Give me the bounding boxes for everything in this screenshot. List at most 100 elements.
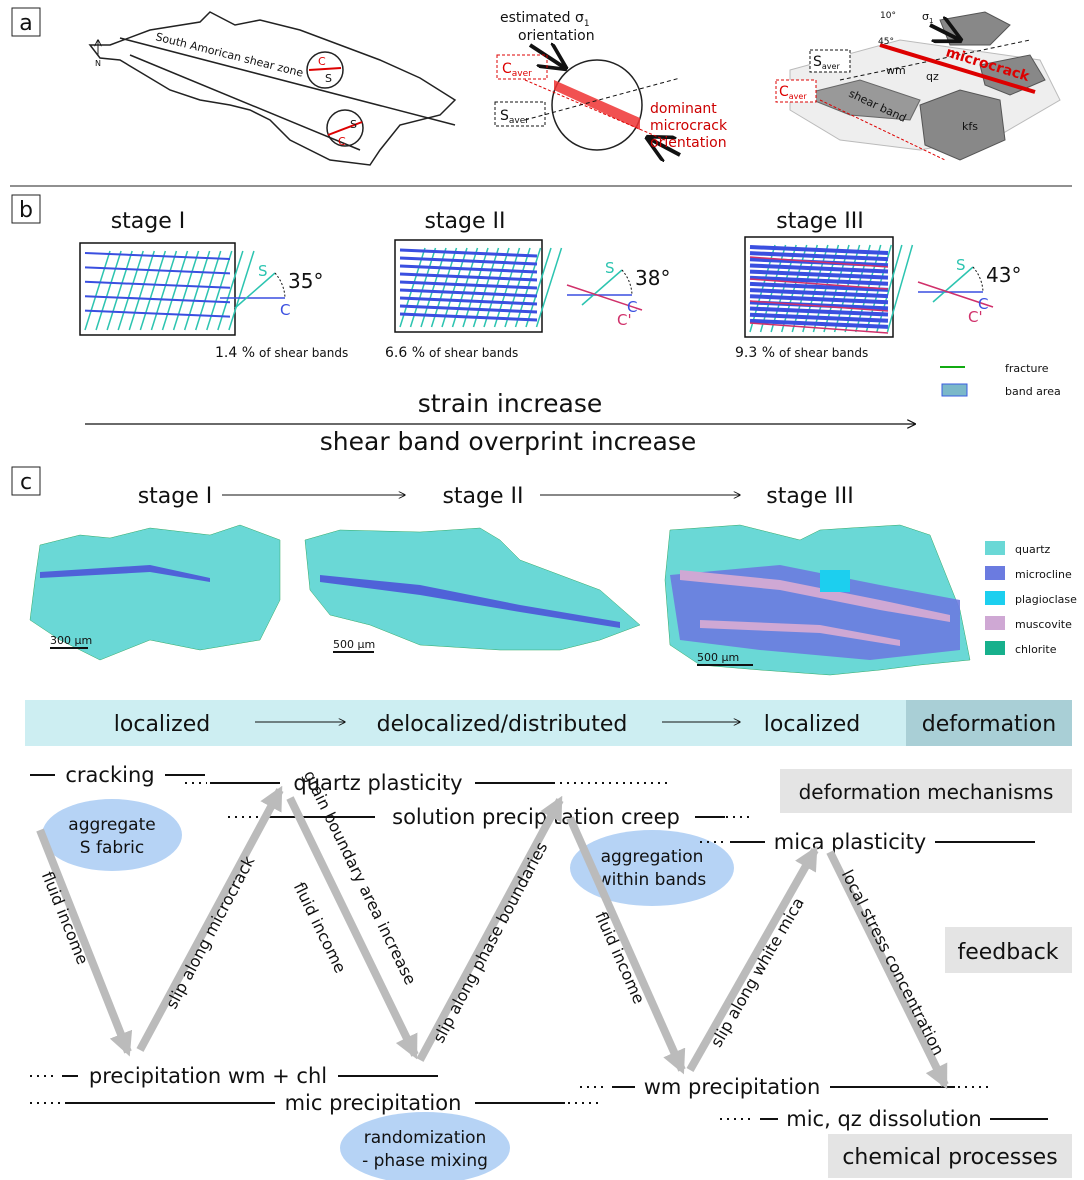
sigma-note: estimated σ1 [500, 10, 590, 29]
stage-title: stage I [111, 209, 186, 234]
bubble-text: aggregate [68, 815, 155, 835]
panel-label: a [19, 11, 32, 36]
grain [820, 570, 850, 592]
angle-label: 10° [880, 11, 896, 21]
legend-swatch [985, 566, 1005, 580]
c-label: C [318, 55, 326, 68]
chemical-process: wm precipitation [644, 1075, 821, 1099]
sigma-note: orientation [518, 28, 595, 44]
arrow-label: slip along white mica [707, 894, 808, 1050]
c-label: C [338, 135, 346, 148]
stage-title: stage III [776, 209, 864, 234]
microcrack-note: orientation [650, 135, 727, 151]
deformation-state: localized [764, 712, 860, 737]
mineral-label: qz [926, 70, 939, 83]
map-label: South Amorican shear zone [154, 30, 305, 79]
legend-label: quartz [1015, 543, 1051, 556]
percent-label: 6.6 % of shear bands [385, 345, 518, 361]
chemical-process: precipitation wm + chl [89, 1064, 327, 1088]
bubble-text: - phase mixing [362, 1151, 488, 1171]
legend-label: fracture [1005, 362, 1049, 375]
legend-label: muscovite [1015, 618, 1072, 631]
bubble-text: randomization [364, 1128, 487, 1148]
panel-label: c [20, 470, 32, 495]
panel-a: a South Amorican shear zone N C S S C es… [12, 8, 1060, 165]
cprime-label: C' [617, 311, 632, 329]
legend-label: microcline [1015, 568, 1072, 581]
legend-label: band area [1005, 385, 1061, 398]
bubble [42, 799, 182, 871]
angle-label: 35° [288, 269, 323, 293]
feedback-label: feedback [957, 940, 1058, 965]
c-line [309, 68, 341, 70]
scale-label: 500 µm [333, 638, 375, 651]
mineral-label: wm [886, 64, 906, 77]
angle-arc [622, 270, 632, 295]
mechanism: cracking [65, 763, 154, 787]
grain-map [305, 528, 640, 650]
s-label: S [325, 72, 332, 85]
stage-title: stage II [442, 484, 523, 509]
c-aver-label: Caver [502, 61, 532, 79]
percent: 1.4 % [215, 345, 255, 361]
chemical-label: chemical processes [842, 1145, 1057, 1170]
percent-note: of shear bands [429, 346, 518, 360]
stage-title: stage I [138, 484, 213, 509]
s-label: S [350, 118, 357, 131]
s-label: S [605, 259, 615, 277]
deformation-state: delocalized/distributed [377, 712, 628, 737]
arrow-label: slip along microcrack [162, 852, 259, 1012]
c-aver-line [525, 80, 665, 140]
percent: 9.3 % [735, 345, 775, 361]
c-label: C [280, 301, 290, 319]
deformation-label: deformation [922, 712, 1056, 737]
cprime-label: C' [968, 308, 983, 326]
microcrack-note: microcrack [650, 118, 728, 134]
chemical-process: mic, qz dissolution [786, 1107, 981, 1131]
legend-label: plagioclase [1015, 593, 1077, 606]
legend-swatch [985, 616, 1005, 630]
s-label: S [258, 262, 268, 280]
scale-label: 300 µm [50, 634, 92, 647]
angle-label: 38° [635, 266, 670, 290]
figure: a South Amorican shear zone N C S S C es… [0, 0, 1084, 1180]
sigma-label: σ1 [922, 10, 933, 25]
legend-swatch [985, 591, 1005, 605]
mechanisms-label: deformation mechanisms [799, 780, 1054, 804]
scheme: localized delocalized/distributed locali… [25, 700, 1072, 1180]
percent-note: of shear bands [779, 346, 868, 360]
bubble-text: within bands [598, 870, 707, 890]
mechanism: mica plasticity [774, 830, 926, 854]
legend-swatch [942, 384, 967, 396]
north-label: N [95, 59, 101, 68]
microcrack-note: dominant [650, 101, 717, 117]
shear-zone-line [120, 38, 455, 125]
s-aver-label: Saver [500, 108, 529, 126]
panel-c: c stage I stage II stage III 300 µm 500 µm 50… [12, 467, 1077, 675]
arrow-label: slip along phase boundaries [429, 839, 551, 1046]
angle-label: 45° [878, 37, 894, 47]
s-line [582, 270, 622, 305]
mineral-label: kfs [962, 120, 978, 133]
angle-arc [973, 267, 983, 292]
angle-arc [275, 273, 285, 298]
stage-title: stage III [766, 484, 854, 509]
percent-label: 1.4 %of shear bands [215, 345, 348, 361]
percent-label: 9.3 % of shear bands [735, 345, 868, 361]
mechanism: solution precipitation creep [392, 805, 680, 829]
panel-label: b [19, 198, 33, 223]
stage-title: stage II [424, 209, 505, 234]
feedback-arrow [290, 798, 415, 1055]
legend-swatch [985, 641, 1005, 655]
arrow-label: strain increase [418, 389, 603, 418]
grain [940, 12, 1010, 45]
s-line [933, 267, 973, 302]
scale-label: 500 µm [697, 651, 739, 664]
bubble-text: S fabric [80, 838, 144, 858]
percent: 6.6 % [385, 345, 425, 361]
legend-label: chlorite [1015, 643, 1057, 656]
arrow-label: local stress concentration [838, 867, 948, 1059]
arrow-label: shear band overprint increase [320, 427, 696, 456]
microcrack-wedge [554, 80, 640, 130]
s-label: S [956, 256, 966, 274]
